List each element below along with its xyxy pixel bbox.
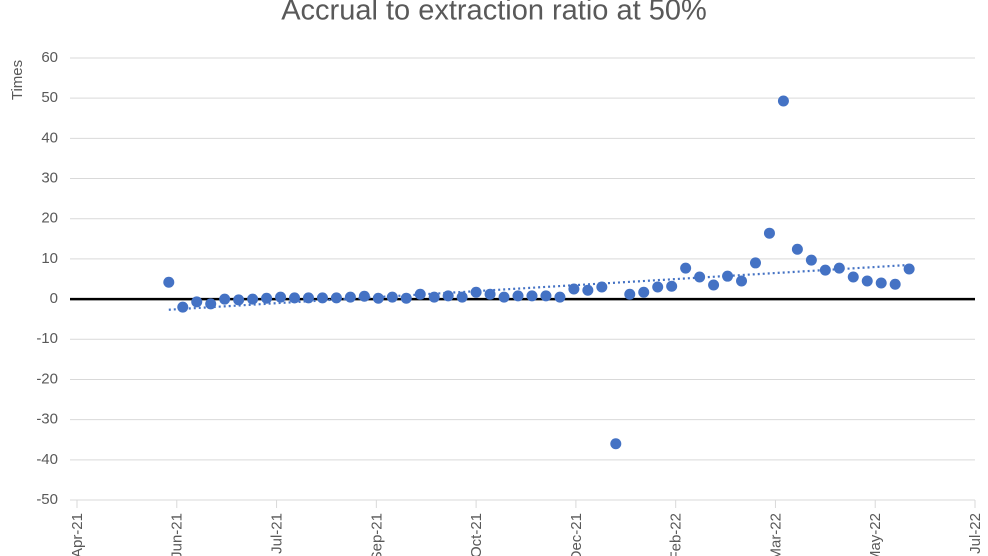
- y-tick-label: -20: [36, 370, 58, 387]
- point: [191, 296, 203, 308]
- y-axis-label: Times: [9, 60, 26, 100]
- point: [484, 288, 496, 300]
- x-tick-label: Jul-22: [967, 513, 984, 554]
- point: [372, 292, 384, 304]
- trendline: [168, 263, 910, 311]
- point: [819, 264, 831, 276]
- point: [889, 278, 901, 290]
- point: [861, 275, 873, 287]
- point: [219, 293, 231, 305]
- y-tick-label: 40: [41, 129, 58, 146]
- point: [540, 290, 552, 302]
- x-tick-label: Sep-21: [368, 513, 385, 556]
- x-tick-label: Mar-22: [767, 513, 784, 556]
- point: [722, 270, 734, 282]
- point: [498, 291, 510, 303]
- point: [344, 291, 356, 303]
- point: [610, 438, 622, 450]
- y-tick-label: 0: [50, 290, 58, 307]
- point: [456, 291, 468, 303]
- point: [777, 95, 789, 107]
- x-tick-label: Jul-21: [269, 513, 286, 554]
- point: [638, 286, 650, 298]
- point: [624, 288, 636, 300]
- point: [470, 286, 482, 298]
- point: [330, 292, 342, 304]
- point: [302, 292, 314, 304]
- y-tick-label: 20: [41, 210, 58, 227]
- point: [205, 298, 217, 310]
- point: [736, 275, 748, 287]
- point: [275, 291, 287, 303]
- point: [358, 290, 370, 302]
- x-tick-label: Oct-21: [468, 513, 485, 556]
- point: [512, 290, 524, 302]
- point: [652, 281, 664, 293]
- point: [708, 279, 720, 291]
- x-tick-label: Feb-22: [668, 513, 685, 556]
- point: [763, 227, 775, 239]
- point: [554, 291, 566, 303]
- y-tick-label: -50: [36, 491, 58, 508]
- y-tick-label: 60: [41, 49, 58, 66]
- point: [526, 290, 538, 302]
- point: [233, 294, 245, 306]
- y-tick-label: 30: [41, 170, 58, 187]
- point: [386, 291, 398, 303]
- point: [177, 301, 189, 313]
- y-tick-label: 50: [41, 89, 58, 106]
- point: [442, 290, 454, 302]
- y-tick-label: 10: [41, 250, 58, 267]
- point: [903, 263, 915, 275]
- point: [875, 277, 887, 289]
- chart-title: Accrual to extraction ratio at 50%: [281, 0, 707, 27]
- y-tick-label: -10: [36, 330, 58, 347]
- point: [428, 291, 440, 303]
- point: [666, 280, 678, 292]
- point: [247, 293, 259, 305]
- point: [582, 284, 594, 296]
- y-tick-label: -40: [36, 451, 58, 468]
- point: [568, 283, 580, 295]
- y-tick-label: -30: [36, 411, 58, 428]
- x-tick-label: Dec-21: [568, 513, 585, 556]
- point: [261, 292, 273, 304]
- point: [163, 276, 175, 288]
- point: [749, 257, 761, 269]
- point: [289, 292, 301, 304]
- x-tick-label: Apr-21: [69, 513, 86, 556]
- x-tick-label: Jun-21: [169, 513, 186, 556]
- point: [847, 271, 859, 283]
- x-tick-label: May-22: [867, 513, 884, 556]
- point: [680, 262, 692, 274]
- point: [791, 243, 803, 255]
- point: [805, 254, 817, 266]
